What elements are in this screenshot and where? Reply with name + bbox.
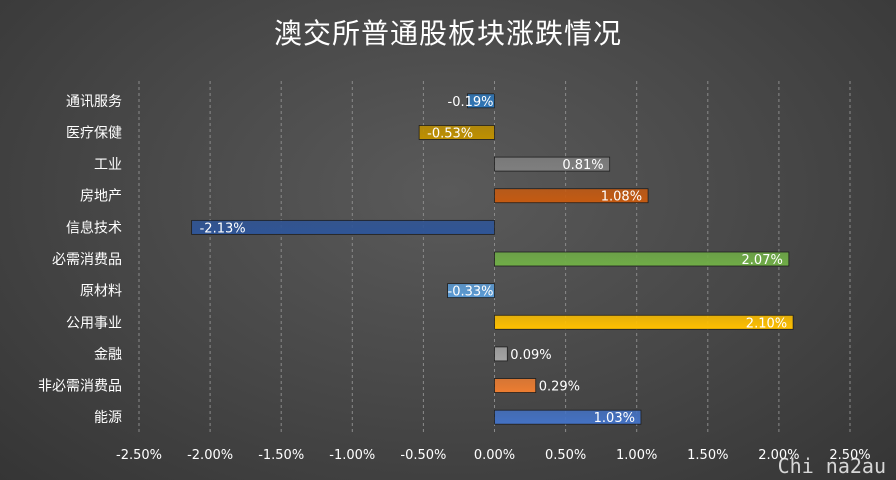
category-label: 非必需消费品	[38, 379, 122, 395]
data-label: 2.10%	[746, 316, 787, 331]
x-tick-label: 0.50%	[545, 448, 586, 463]
data-label: -0.19%	[448, 95, 494, 110]
category-label: 通讯服务	[66, 94, 122, 110]
data-label: 2.07%	[742, 253, 783, 268]
data-label: 0.29%	[539, 380, 580, 395]
bar	[447, 283, 495, 299]
data-label: 1.03%	[594, 411, 635, 426]
category-label: 信息技术	[66, 219, 122, 236]
category-label: 公用事业	[66, 315, 122, 331]
data-label: 1.08%	[601, 190, 642, 205]
x-tick-label: 2.00%	[758, 448, 799, 463]
category-label: 原材料	[80, 284, 122, 300]
x-tick-label: 1.00%	[616, 448, 657, 463]
bar	[191, 219, 495, 235]
bar	[494, 188, 649, 204]
x-tick-label: 2.50%	[829, 448, 870, 463]
bar	[494, 346, 508, 362]
x-tick-label: -2.50%	[116, 448, 162, 463]
chart-title: 澳交所普通股板块涨跌情况	[273, 17, 622, 50]
bar	[494, 314, 794, 330]
x-tick-label: -1.50%	[258, 448, 304, 463]
x-tick-label: -2.00%	[187, 448, 233, 463]
category-label: 金融	[94, 347, 122, 363]
bar	[418, 125, 495, 140]
bar	[494, 156, 611, 172]
watermark: Chi na2au	[777, 454, 886, 478]
data-label: -0.53%	[427, 126, 473, 141]
data-label: 0.09%	[510, 348, 551, 363]
x-tick-label: -0.50%	[400, 448, 446, 463]
data-label: -2.13%	[200, 221, 246, 236]
category-label: 医疗保健	[66, 125, 122, 141]
x-tick-label: 1.50%	[687, 448, 728, 463]
x-tick-label: 0.00%	[474, 448, 515, 463]
data-label: -0.33%	[448, 285, 494, 300]
category-label: 能源	[94, 410, 122, 426]
bar	[494, 378, 537, 393]
x-tick-label: -1.00%	[329, 448, 375, 463]
bar	[494, 251, 790, 267]
bar	[494, 409, 642, 425]
bar	[467, 93, 495, 109]
data-label: 0.81%	[562, 158, 603, 173]
category-label: 房地产	[80, 189, 122, 205]
category-label: 工业	[94, 157, 122, 173]
category-label: 必需消费品	[52, 252, 122, 268]
